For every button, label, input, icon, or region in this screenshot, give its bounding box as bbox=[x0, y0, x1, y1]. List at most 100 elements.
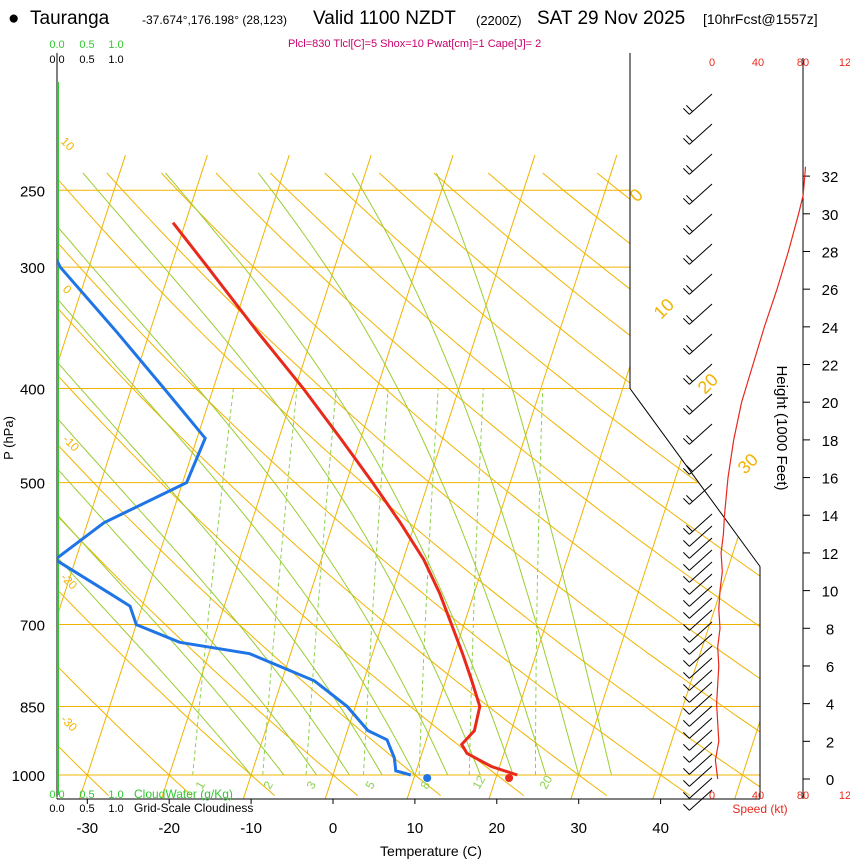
wind-barb bbox=[689, 693, 713, 715]
moist-adiabat-line bbox=[57, 172, 383, 776]
height-tick-label: 22 bbox=[822, 358, 839, 375]
wind-speed-label: Speed (kt) bbox=[732, 802, 787, 816]
dewpoint-profile bbox=[57, 257, 412, 777]
wind-speed-top-tick: 0 bbox=[709, 57, 715, 69]
wind-barb bbox=[689, 273, 713, 295]
p-tick-label: 1000 bbox=[12, 768, 45, 785]
dry-adiabat-line bbox=[57, 172, 359, 796]
wind-barb bbox=[689, 561, 713, 583]
wind-barb bbox=[689, 765, 713, 787]
wind-barb-flag bbox=[683, 552, 690, 559]
wind-barb bbox=[689, 153, 713, 175]
frame-right-slant bbox=[629, 388, 761, 567]
wind-barb bbox=[689, 423, 713, 445]
isotherm-label: 10 bbox=[650, 295, 678, 323]
wind-speed-top-tick: 40 bbox=[752, 57, 764, 69]
wind-barb bbox=[689, 753, 713, 775]
wind-barb bbox=[689, 573, 713, 595]
cloudiness-bottom-tick: 0.5 bbox=[79, 803, 94, 815]
wind-barb-flag bbox=[683, 684, 690, 691]
wind-barb-flag bbox=[686, 435, 693, 442]
dry-adiabat-line bbox=[57, 172, 192, 796]
wind-speed-bottom-tick: 80 bbox=[797, 790, 809, 802]
wind-barb-flag bbox=[683, 612, 690, 619]
wind-barb-flag bbox=[686, 195, 693, 202]
height-tick-label: 32 bbox=[822, 169, 839, 186]
mixing-ratio-label: 20 bbox=[536, 773, 555, 792]
wind-barb-flag bbox=[686, 225, 693, 232]
wind-barb-flag bbox=[686, 465, 693, 472]
wind-barb-flag bbox=[686, 135, 693, 142]
x-tick-label: -10 bbox=[240, 820, 262, 837]
p-tick-label: 300 bbox=[20, 260, 45, 277]
cloudiness-top-tick: 0.0 bbox=[49, 54, 64, 66]
y-axis-label: P (hPa) bbox=[1, 416, 16, 460]
wind-speed-bottom-tick: 12 bbox=[839, 790, 850, 802]
wind-barb-flag bbox=[683, 576, 690, 583]
wind-barb bbox=[689, 243, 713, 265]
wind-barb bbox=[689, 633, 713, 655]
wind-panel bbox=[683, 58, 810, 811]
x-tick-label: -20 bbox=[158, 820, 180, 837]
isotherm-line bbox=[319, 154, 536, 799]
wind-barb bbox=[689, 681, 713, 703]
height-tick-label: 24 bbox=[822, 320, 839, 337]
wind-barb bbox=[689, 657, 713, 679]
valid-time: Valid 1100 NZDT bbox=[313, 8, 456, 29]
moist-adiabat-line bbox=[57, 172, 350, 776]
isotherm-label: 0 bbox=[626, 185, 647, 206]
cloudiness-label: Grid-Scale Cloudiness bbox=[134, 801, 253, 815]
wind-barb-flag bbox=[683, 288, 690, 295]
wind-barb bbox=[689, 525, 713, 547]
station-name: Tauranga bbox=[30, 8, 110, 29]
wind-barb-flag bbox=[683, 660, 690, 667]
wind-barb-flag bbox=[683, 804, 690, 811]
moist-adiabat-line bbox=[57, 172, 285, 776]
cloud-water-top-tick: 0.0 bbox=[49, 39, 64, 51]
dry-adiabat-label: 10 bbox=[58, 134, 78, 154]
wind-barb bbox=[689, 363, 713, 385]
wind-barb-flag bbox=[686, 525, 693, 532]
wind-speed-bottom-tick: 40 bbox=[752, 790, 764, 802]
wind-barb-flag bbox=[683, 600, 690, 607]
cloud-water-bottom-tick: 0.0 bbox=[49, 789, 64, 801]
wind-barb bbox=[689, 705, 713, 727]
isotherm-line bbox=[57, 154, 126, 799]
wind-barb bbox=[689, 729, 713, 751]
moist-adiabat-line bbox=[57, 172, 449, 776]
grid-lines bbox=[57, 154, 760, 799]
height-tick-label: 0 bbox=[826, 772, 834, 789]
cloudiness-top-tick: 1.0 bbox=[108, 54, 123, 66]
isotherm-line bbox=[401, 154, 618, 799]
mixing-ratio-line bbox=[192, 388, 234, 776]
wind-barb-flag bbox=[686, 105, 693, 112]
cloud-water-top-tick: 1.0 bbox=[108, 39, 123, 51]
forecast-date: SAT 29 Nov 2025 bbox=[537, 8, 686, 29]
wind-barb bbox=[689, 513, 713, 535]
height-tick-label: 6 bbox=[826, 659, 834, 676]
wind-barb bbox=[689, 303, 713, 325]
wind-barb-flag bbox=[683, 792, 690, 799]
wind-barb bbox=[689, 777, 713, 799]
wind-barb bbox=[689, 483, 713, 505]
height-tick-label: 12 bbox=[822, 546, 839, 563]
wind-barb bbox=[689, 621, 713, 643]
temperature-profile bbox=[171, 221, 518, 777]
p-tick-label: 850 bbox=[20, 699, 45, 716]
wind-barb bbox=[689, 789, 713, 811]
wind-barb-flag bbox=[683, 108, 690, 115]
wind-barb-flag bbox=[683, 138, 690, 145]
wind-barb-flag bbox=[686, 255, 693, 262]
dry-adiabat-line bbox=[57, 172, 691, 797]
height-tick-label: 26 bbox=[822, 282, 839, 299]
height-tick-label: 10 bbox=[822, 584, 839, 601]
x-tick-label: 30 bbox=[570, 820, 587, 837]
wind-speed-bottom-tick: 0 bbox=[709, 790, 715, 802]
height-tick-label: 20 bbox=[822, 395, 839, 412]
height-tick-label: 8 bbox=[826, 621, 834, 638]
station-coords: -37.674°,176.198° (28,123) bbox=[142, 13, 288, 27]
wind-barb bbox=[689, 741, 713, 763]
wind-barb bbox=[689, 585, 713, 607]
wind-barb-flag bbox=[683, 318, 690, 325]
wind-speed-profile bbox=[714, 166, 807, 780]
